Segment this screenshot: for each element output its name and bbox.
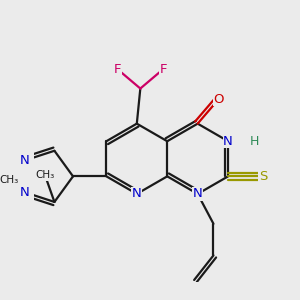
Text: N: N: [20, 186, 29, 199]
Text: N: N: [132, 188, 142, 200]
Text: CH₃: CH₃: [35, 170, 55, 180]
Text: S: S: [259, 170, 267, 183]
Text: N: N: [20, 154, 29, 167]
Text: N: N: [223, 135, 233, 148]
Text: CH₃: CH₃: [0, 175, 18, 184]
Text: F: F: [114, 63, 121, 76]
Text: N: N: [193, 188, 202, 200]
Text: F: F: [159, 63, 167, 76]
Text: H: H: [250, 135, 259, 148]
Text: O: O: [214, 93, 224, 106]
